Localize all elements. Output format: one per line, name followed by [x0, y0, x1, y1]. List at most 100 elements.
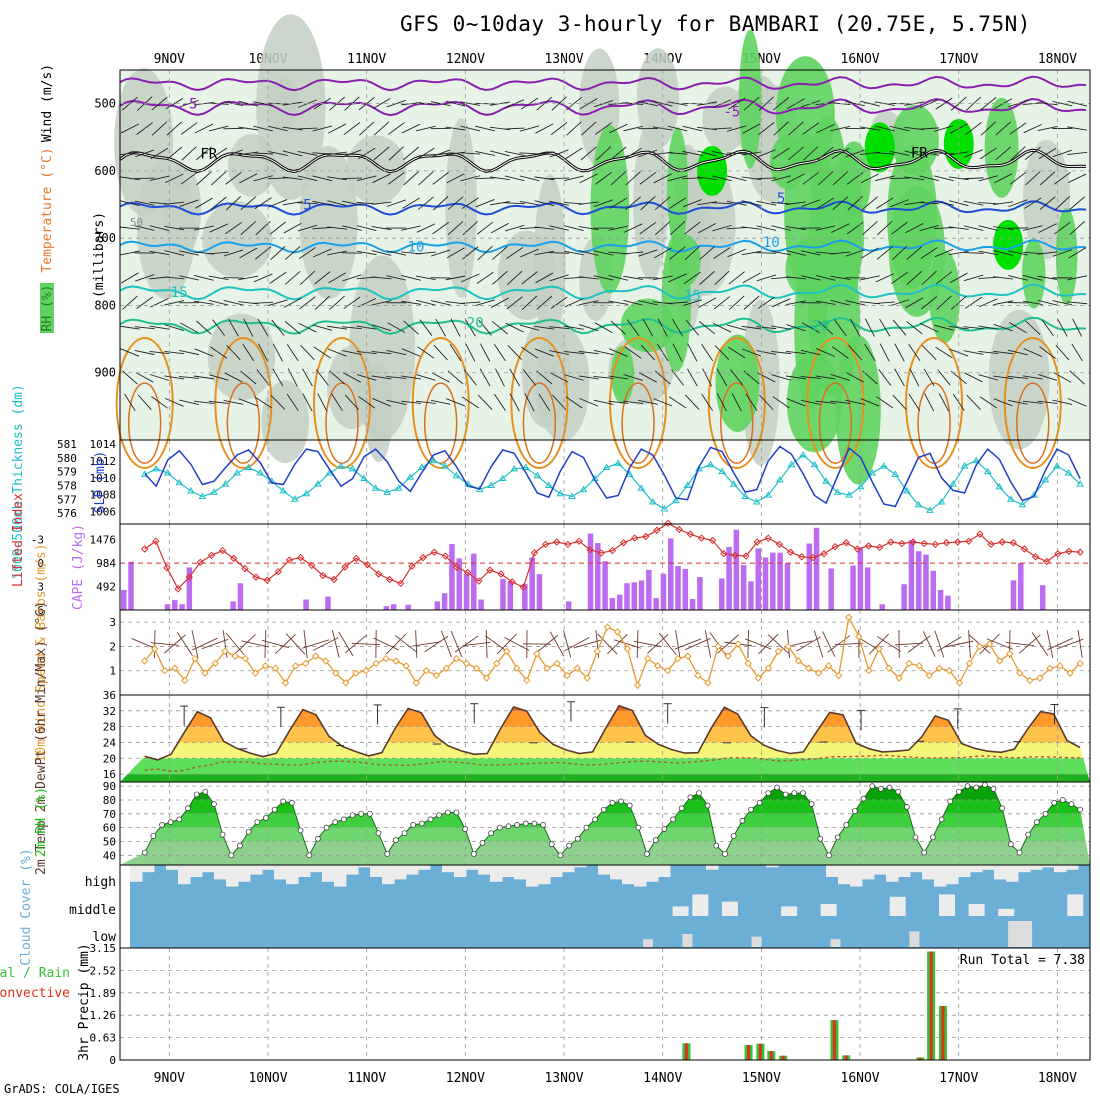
wind-barb [1052, 249, 1072, 257]
wind-barb [1068, 247, 1086, 259]
lifted-index-point [185, 573, 193, 581]
lifted-index-point [252, 573, 260, 581]
lifted-index-point [664, 519, 672, 527]
cape-bar [653, 598, 659, 610]
isotherm-label: 5 [303, 198, 311, 214]
temp-tick-label: 20 [103, 752, 116, 765]
wind-speed-point [332, 669, 340, 677]
rh-point [254, 819, 261, 825]
wind-barb [1057, 318, 1068, 337]
wind-barb-10m [386, 633, 407, 655]
rh-point [1016, 849, 1023, 856]
wind-speed-point [301, 659, 310, 668]
rh-contour-moist [837, 141, 871, 220]
cloud-high-cell [334, 865, 347, 887]
wind-speed-point [221, 647, 229, 655]
cape-bar [383, 606, 390, 610]
wind-barb [386, 349, 407, 356]
wind-barb-10m [1031, 632, 1049, 656]
rh-point [271, 806, 278, 813]
wind-barb [223, 149, 243, 158]
wind-barb [119, 176, 140, 181]
wind-barb [298, 322, 317, 333]
isotherm-30 [226, 382, 261, 464]
wind-barb [520, 248, 539, 258]
wind-barb [745, 393, 758, 411]
wind-barb [342, 225, 362, 231]
temp-tick-label: 28 [103, 721, 116, 734]
wind-barb [1024, 197, 1042, 209]
wind-barb [1037, 251, 1058, 255]
thickness-point [983, 467, 992, 475]
wind-barb-10m [895, 642, 924, 646]
cloud-high-cell [622, 865, 635, 885]
wind-barb [371, 201, 392, 205]
cloud-high-cell [994, 865, 1007, 880]
lifted-index-point [642, 532, 650, 541]
x-tick-label-bottom: 18NOV [1038, 1071, 1077, 1086]
wind-speed-point [855, 633, 863, 641]
thickness-point [752, 498, 761, 505]
temp-tick-label: 32 [103, 705, 116, 718]
rh-point [921, 849, 928, 856]
wind-barb [845, 101, 866, 107]
wind-barb [164, 397, 184, 407]
wind-barb [520, 346, 539, 359]
wind-barb [728, 346, 746, 359]
rh-point [661, 826, 668, 832]
wind-barb [758, 122, 775, 136]
wind-barb [1022, 225, 1043, 231]
wind-speed-point [774, 647, 783, 655]
wind-barb [771, 175, 791, 182]
precip-convective-bar [758, 1043, 762, 1060]
wind-barb [549, 149, 569, 158]
wind-speed-point [533, 650, 541, 658]
cloud-low-cell [682, 934, 693, 947]
lifted-index-point [875, 543, 884, 552]
wind-barb [267, 177, 288, 180]
lifted-index-point [987, 540, 995, 549]
thickness-tick-label: 577 [57, 493, 77, 506]
wind-barb-10m [485, 635, 509, 653]
wind-barb [253, 101, 273, 106]
wind-barb [756, 252, 777, 254]
wind-barb [1022, 375, 1043, 380]
isotherm-label: 20 [812, 319, 829, 335]
cape-bar [930, 570, 937, 610]
lifted-index-point [1020, 545, 1029, 553]
precip-tick-label: 1.26 [90, 1009, 117, 1022]
wind-barb [417, 196, 434, 210]
wind-barb-10m [813, 630, 824, 658]
wind-barb [698, 297, 717, 309]
wind-barb [803, 146, 819, 161]
wind-speed-point [342, 679, 350, 687]
wind-barb [1072, 318, 1083, 337]
wind-barb-10m [767, 634, 790, 654]
rh-point [470, 851, 477, 857]
wind-barb [212, 319, 226, 336]
lifted-index-point [530, 549, 539, 557]
wind-barb [415, 400, 436, 404]
rh-point [973, 784, 980, 791]
wind-barb [342, 274, 362, 282]
wind-barb [164, 201, 185, 205]
lifted-index-tick-label: 3 [37, 581, 44, 594]
thickness-point [787, 460, 796, 468]
isotherm-30 [522, 382, 557, 464]
cape-bar [449, 544, 455, 610]
rh-contour [633, 122, 669, 281]
cloud-middle-cell [939, 894, 956, 916]
wind-barb [978, 175, 999, 182]
cloud-high-cell [946, 865, 959, 885]
wind-barb [449, 343, 462, 362]
wind-barb [402, 197, 420, 209]
wind-barb [534, 325, 555, 330]
wind-barb [416, 125, 436, 132]
wind-barb [993, 375, 1014, 380]
lifted-index-point [820, 550, 828, 558]
cape-bar [441, 593, 448, 610]
wind-speed-point [895, 674, 903, 682]
wind-barb [743, 295, 760, 310]
wind-barb [372, 98, 391, 110]
cloud-high-cell [166, 865, 179, 870]
